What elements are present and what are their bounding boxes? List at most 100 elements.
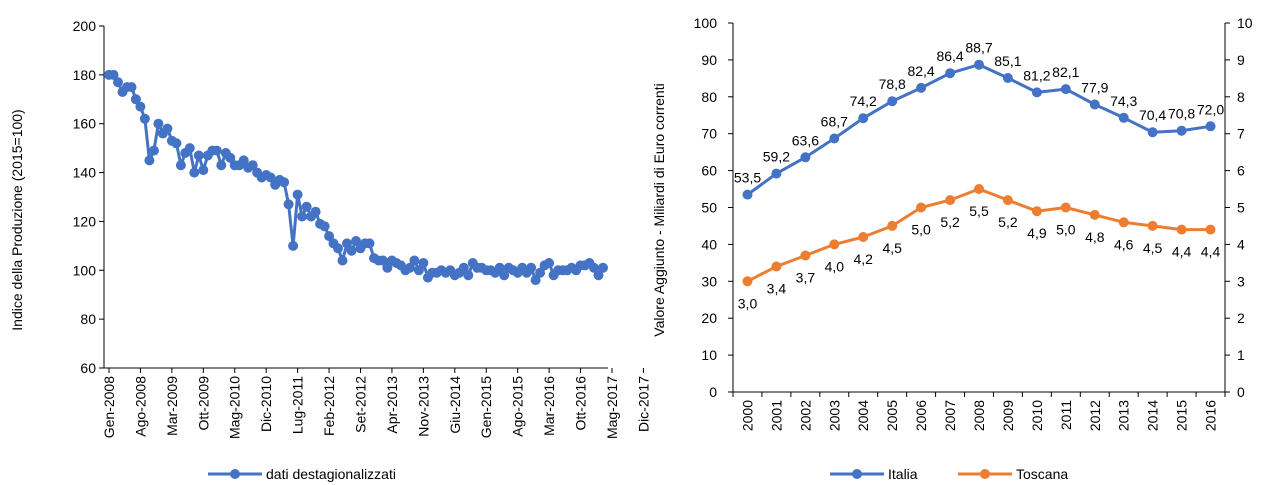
chart2-legend-italia-label: Italia (888, 466, 918, 482)
chart2-toscana-data-label: 3,7 (796, 270, 816, 286)
chart1-data-point (211, 145, 222, 156)
chart1-x-tick-label: Ott-2009 (195, 376, 211, 431)
chart2-toscana-data-label: 5,2 (940, 214, 960, 230)
chart1-legend-marker (230, 469, 240, 479)
chart2-italia-data-label: 63,6 (792, 132, 819, 148)
chart2-left-y-tick-label: 40 (701, 236, 717, 252)
chart2-italia-data-label: 82,4 (907, 63, 934, 79)
chart1-data-point (319, 221, 330, 232)
chart2-toscana-point (771, 261, 782, 272)
chart1-data-point (346, 245, 357, 256)
chart1-x-tick-label: Dic-2017 (635, 376, 651, 432)
chart2-x-tick-label: 2010 (1029, 400, 1045, 431)
chart2-toscana-point (829, 239, 840, 250)
chart2-right-y-tick-label: 5 (1237, 200, 1245, 216)
chart2-italia-point (945, 68, 956, 79)
chart2-toscana-point (858, 232, 869, 242)
chart2-toscana-data-label: 4,8 (1085, 229, 1105, 245)
chart1-data-point (418, 258, 429, 268)
chart2-right-y-tick-label: 8 (1237, 89, 1245, 105)
chart2-toscana-point (800, 250, 811, 261)
chart2-italia-point (800, 152, 811, 163)
chart2-x-ticks: 2000 2001 2002 2003 2004 2005 2006 2007 2008 2009… (732, 392, 1226, 431)
chart2-toscana-data-label: 4,4 (1172, 244, 1192, 260)
chart1-data-point (458, 262, 469, 273)
chart1-x-tick-label: Apr-2013 (384, 376, 400, 434)
chart1-data-point (292, 189, 303, 200)
chart2-italia-data-label: 86,4 (936, 48, 963, 64)
chart2-right-y-ticks: 0 1 2 3 4 5 6 7 8 9 10 (1225, 15, 1253, 400)
chart1-data-point (184, 143, 195, 154)
chart2-toscana-point (742, 276, 753, 287)
chart2-italia-point (771, 168, 782, 179)
chart2-italia-data-label: 85,1 (994, 53, 1021, 69)
chart2-italia-data-label: 53,5 (734, 170, 761, 186)
chart2-y-axis-label: Valore Aggiunto - Miliardi di Euro corre… (651, 83, 667, 336)
chart2-italia-data-label: 59,2 (763, 149, 790, 165)
chart2-italia-data-label: 88,7 (965, 40, 992, 56)
chart2-x-tick-label: 2012 (1087, 400, 1103, 431)
chart1-data-point (598, 262, 608, 273)
chart1-x-tick-label: Ago-2015 (510, 376, 526, 437)
chart2-x-tick-label: 2011 (1058, 400, 1074, 430)
chart1-data-point (193, 150, 204, 161)
chart1-data-point (288, 240, 299, 251)
chart2-right-y-tick-label: 10 (1237, 15, 1253, 31)
chart1-data-point (216, 160, 227, 171)
production-index-chart: Indice della Produzione (2015=100) 60 80 1… (9, 18, 651, 482)
chart1-data-point (333, 243, 343, 254)
chart1-y-tick-label: 80 (80, 311, 96, 327)
chart2-left-y-tick-label: 50 (701, 200, 717, 216)
chart2-italia-data-label: 70,8 (1168, 106, 1195, 122)
chart1-data-point (593, 270, 604, 281)
chart1-data-point (148, 145, 159, 156)
chart1-data-point (530, 275, 541, 286)
chart2-toscana-point (916, 202, 927, 213)
chart2-left-y-ticks: 0 10 20 30 40 50 60 70 80 90 100 (694, 15, 733, 400)
chart1-data-point (382, 262, 393, 273)
chart2-italia-point (1118, 112, 1129, 123)
chart1-y-tick-label: 180 (73, 67, 97, 83)
chart1-data-point (404, 262, 415, 273)
chart2-toscana-data-label: 5,0 (911, 222, 931, 238)
chart1-x-tick-label: Mag-2017 (604, 376, 620, 439)
chart2-toscana-point (1205, 224, 1216, 235)
chart1-x-tick-label: Giu-2014 (447, 376, 463, 434)
chart2-italia-point (858, 113, 869, 124)
chart2-italia-line (746, 63, 1211, 196)
chart1-x-tick-label: Mar-2009 (164, 376, 180, 436)
chart1-data-point (364, 238, 375, 249)
chart1-data-point (189, 167, 200, 178)
chart1-data-point (544, 258, 555, 268)
chart2-toscana-data-label: 4,2 (853, 251, 873, 267)
chart2-right-y-tick-label: 4 (1237, 236, 1245, 252)
chart2-right-y-tick-label: 2 (1237, 310, 1245, 326)
chart1-data-point (144, 155, 155, 166)
chart2-right-y-tick-label: 6 (1237, 163, 1245, 179)
chart2-toscana-data-label: 4,4 (1201, 244, 1221, 260)
chart2-toscana-data-label: 5,2 (998, 214, 1018, 230)
chart2-right-y-tick-label: 0 (1237, 384, 1245, 400)
chart2-x-tick-label: 2000 (739, 400, 755, 431)
chart2-left-y-tick-label: 80 (701, 89, 717, 105)
chart2-left-y-tick-label: 20 (701, 310, 717, 326)
chart1-data-point (535, 267, 546, 278)
chart2-right-y-tick-label: 7 (1237, 126, 1245, 142)
chart1-y-tick-label: 200 (73, 18, 97, 34)
chart2-right-y-tick-label: 1 (1237, 347, 1245, 363)
chart2-x-tick-label: 2016 (1203, 400, 1219, 431)
chart2-italia-data-label: 72,0 (1197, 101, 1224, 117)
chart1-x-tick-label: Mar-2016 (541, 376, 557, 436)
chart1-data-point (126, 82, 137, 93)
chart1-data-point (499, 270, 510, 281)
chart2-italia-data-label: 77,9 (1081, 80, 1108, 96)
chart2-italia-point (916, 82, 927, 93)
chart1-y-tick-label: 160 (73, 116, 97, 132)
chart2-toscana-data-label: 5,0 (1056, 222, 1076, 238)
chart2-toscana-data-label: 4,9 (1027, 225, 1047, 241)
chart1-data-point (337, 255, 348, 266)
chart2-toscana-point (1176, 224, 1187, 235)
chart2-toscana-point (1089, 209, 1100, 220)
chart1-data-point (238, 155, 249, 166)
